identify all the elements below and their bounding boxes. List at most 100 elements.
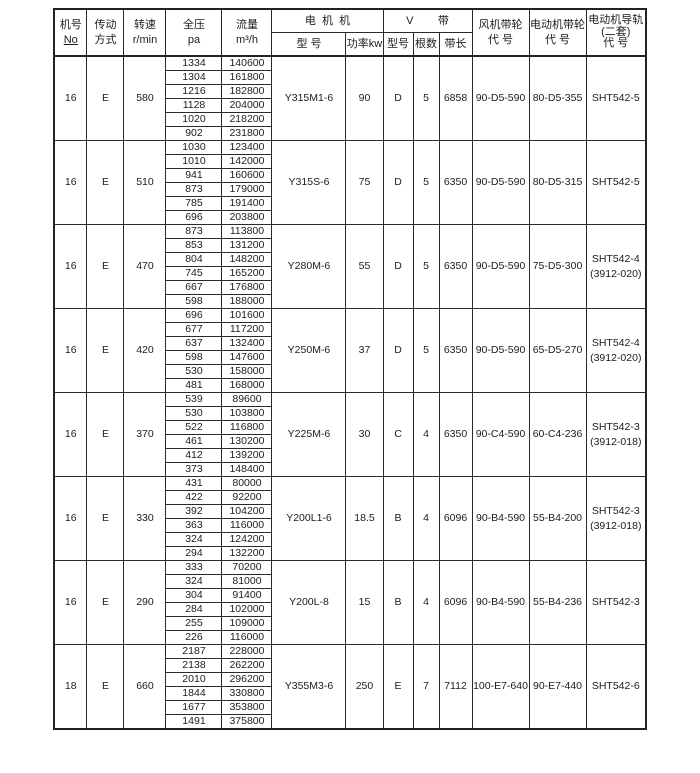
speed-cell: 330 (123, 476, 167, 561)
pressure-cell: 1334 (165, 55, 223, 71)
rail-code-cell-line2: (3912-020) (590, 351, 642, 364)
belt-count-cell: 7 (412, 644, 440, 730)
rail-code-cell-line1: SHT542-6 (591, 680, 640, 693)
fan-spec-table: 机号 No 传动 方式 转速 r/min 全压 pa 流量 m³/h 电 机 机… (52, 8, 648, 730)
col-header-motor-pulley-line2: 代 号 (544, 33, 571, 46)
data-row: 1491 375800 (54, 714, 646, 730)
flow-cell: 92200 (221, 490, 273, 505)
pressure-cell: 431 (165, 476, 223, 491)
flow-cell: 116000 (221, 630, 273, 645)
flow-cell: 188000 (221, 294, 273, 309)
fan-pulley-cell: 90-D5-590 (471, 308, 530, 393)
col-header-motor-pulley: 电动机带轮 代 号 (528, 8, 587, 57)
fan-pulley-cell: 90-C4-590 (471, 392, 530, 477)
pressure-cell: 1304 (165, 70, 223, 85)
col-header-flow: 流量 m³/h (221, 8, 273, 57)
pressure-cell: 1030 (165, 140, 223, 155)
belt-count-cell: 5 (412, 224, 440, 309)
flow-cell: 148400 (221, 462, 273, 477)
rail-code-cell-line1: SHT542-3 (591, 596, 640, 609)
belt-model-cell: D (382, 55, 414, 141)
flow-cell: 70200 (221, 560, 273, 575)
speed-cell: 370 (123, 392, 167, 477)
motor-model-cell: Y200L-8 (271, 560, 347, 645)
flow-cell: 102000 (221, 602, 273, 617)
flow-cell: 131200 (221, 238, 273, 253)
belt-length-cell: 7112 (438, 644, 473, 730)
rail-code-cell-line1: SHT542-4 (591, 253, 640, 266)
pressure-cell: 363 (165, 518, 223, 533)
data-row: 522 116800 (54, 420, 646, 435)
pressure-cell: 530 (165, 364, 223, 379)
flow-cell: 147600 (221, 350, 273, 365)
fan-pulley-cell: 90-D5-590 (471, 140, 530, 225)
flow-cell: 375800 (221, 714, 273, 730)
flow-cell: 140600 (221, 55, 273, 71)
data-row: 853 131200 (54, 238, 646, 253)
col-header-vbelt-group: V 带 (382, 8, 473, 33)
flow-cell: 130200 (221, 434, 273, 449)
rail-code-cell-line2: (3912-020) (590, 267, 642, 280)
flow-cell: 113800 (221, 224, 273, 239)
motor-power-cell: 75 (345, 140, 384, 225)
motor-model-cell: Y280M-6 (271, 224, 347, 309)
belt-length-cell: 6096 (438, 560, 473, 645)
flow-cell: 80000 (221, 476, 273, 491)
belt-count-cell: 4 (412, 476, 440, 561)
rail-code-cell: SHT542-3 (585, 560, 647, 645)
pressure-cell: 481 (165, 378, 223, 393)
pressure-cell: 873 (165, 224, 223, 239)
pressure-cell: 461 (165, 434, 223, 449)
belt-model-cell: B (382, 560, 414, 645)
flow-cell: 132200 (221, 546, 273, 561)
flow-cell: 124200 (221, 532, 273, 547)
data-row: 785 191400 (54, 196, 646, 211)
flow-cell: 176800 (221, 280, 273, 295)
pressure-cell: 637 (165, 336, 223, 351)
belt-length-cell: 6350 (438, 308, 473, 393)
data-row: 16 E 470 873 113800 Y280M-6 55 D 5 6350 90-D5-590 7… (53, 224, 647, 309)
motor-power-cell: 30 (345, 392, 384, 477)
drive-mode-cell: E (86, 392, 125, 477)
col-header-pressure-line2: pa (187, 33, 201, 46)
machine-no-cell: 16 (53, 476, 88, 561)
data-row: 16 E 330 431 80000 Y200L1-6 18.5 B 4 6096 90-B4-59… (53, 476, 647, 561)
flow-cell: 296200 (221, 672, 273, 687)
flow-cell: 161800 (221, 70, 273, 85)
data-row: 2010 296200 (54, 672, 646, 687)
data-row: 481 168000 (54, 378, 646, 393)
flow-cell: 203800 (221, 210, 273, 225)
pressure-cell: 598 (165, 350, 223, 365)
machine-no-cell: 16 (53, 55, 88, 141)
data-row: 2138 262200 (54, 658, 646, 673)
flow-cell: 103800 (221, 406, 273, 421)
motor-model-cell: Y315M1-6 (271, 55, 347, 141)
pressure-cell: 598 (165, 294, 223, 309)
data-row: 745 165200 (54, 266, 646, 281)
col-header-drive-mode: 传动 方式 (86, 8, 125, 57)
data-row: 324 81000 (54, 574, 646, 589)
col-header-pressure: 全压 pa (165, 8, 223, 57)
motor-power-cell: 90 (345, 55, 384, 141)
flow-cell: 179000 (221, 182, 273, 197)
pressure-cell: 2010 (165, 672, 223, 687)
data-row: 18 E 660 2187 228000 Y355M3-6 250 E 7 7112 100-E7-… (53, 644, 647, 730)
col-header-flow-line1: 流量 (235, 19, 258, 32)
col-header-flow-line2: m³/h (235, 33, 258, 46)
flow-cell: 330800 (221, 686, 273, 701)
pressure-cell: 392 (165, 504, 223, 519)
belt-count-cell: 5 (412, 308, 440, 393)
table-header: 机号 No 传动 方式 转速 r/min 全压 pa 流量 m³/h 电 机 机… (53, 8, 647, 57)
pressure-cell: 677 (165, 322, 223, 337)
flow-cell: 353800 (221, 700, 273, 715)
flow-cell: 142000 (221, 154, 273, 169)
rail-code-cell-line1: SHT542-4 (591, 337, 640, 350)
flow-cell: 139200 (221, 448, 273, 463)
fan-pulley-cell: 90-B4-590 (471, 560, 530, 645)
rail-code-cell: SHT542-4 (3912-020) (585, 308, 647, 393)
flow-cell: 204000 (221, 98, 273, 113)
col-header-pressure-line1: 全压 (182, 19, 205, 32)
drive-mode-cell: E (86, 140, 125, 225)
rail-code-cell: SHT542-5 (585, 55, 647, 141)
pressure-cell: 1677 (165, 700, 223, 715)
